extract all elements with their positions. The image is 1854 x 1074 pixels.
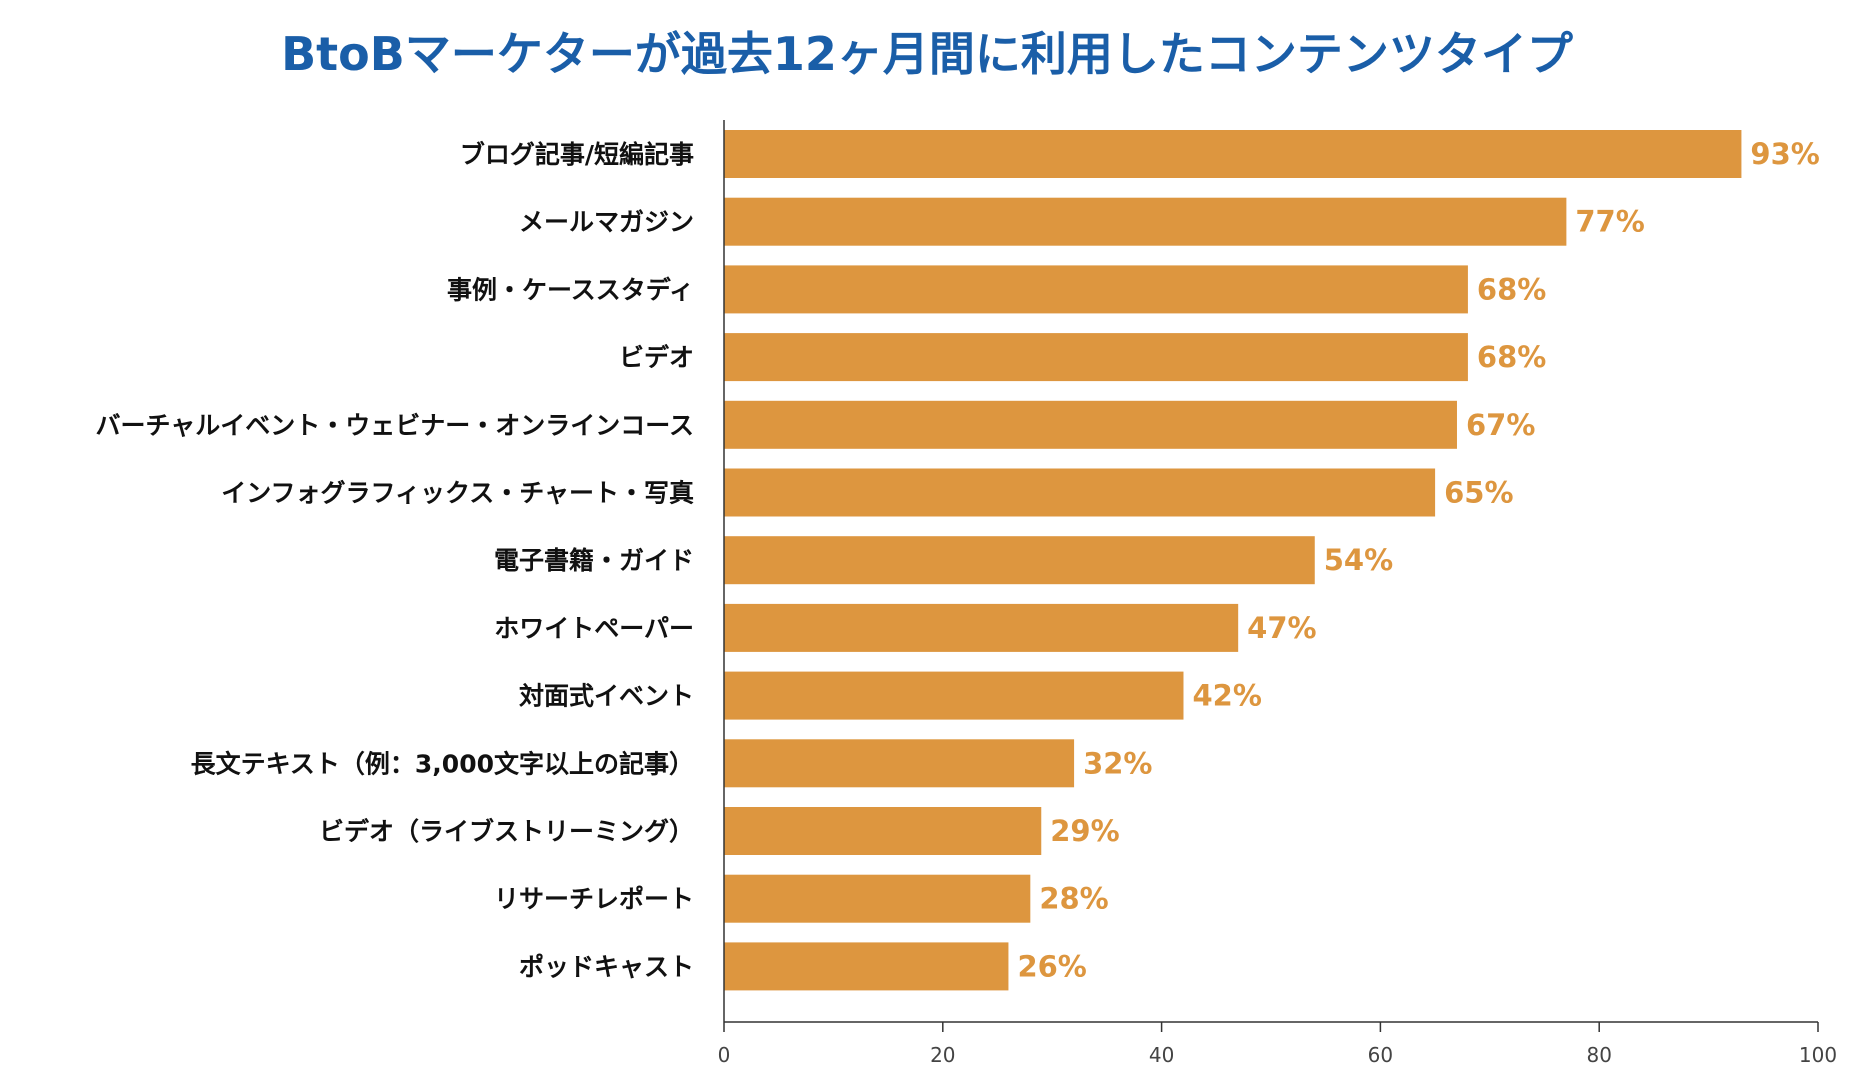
value-label: 54% [1324,543,1393,577]
bar [724,739,1075,788]
value-label: 42% [1192,679,1261,713]
value-label: 93% [1750,137,1819,171]
category-label: ポッドキャスト [519,952,694,981]
bar [724,536,1315,585]
category-label: インフォグラフィックス・チャート・写真 [221,479,694,508]
value-label: 65% [1444,476,1513,510]
category-label: 長文テキスト（例：3,000文字以上の記事） [191,749,694,778]
category-label: メールマガジン [519,208,694,237]
bar [724,603,1239,652]
value-label: 68% [1477,272,1546,306]
category-label: バーチャルイベント・ウェビナー・オンラインコース [95,411,694,440]
x-tick-label: 60 [1368,1043,1393,1067]
bars-layer [724,130,1742,991]
bar [724,874,1031,923]
value-label: 28% [1039,882,1108,916]
x-tick-label: 40 [1149,1043,1174,1067]
bar [724,671,1184,720]
bar [724,400,1457,449]
x-tick-label: 80 [1586,1043,1611,1067]
x-tick-label: 0 [718,1043,731,1067]
category-label: ビデオ（ライブストリーミング） [319,817,694,846]
labels-layer: ブログ記事/短編記事 93% メールマガジン 77% 事例・ケーススタディ 68% ビデオ 6… [95,137,1819,983]
value-label: 29% [1050,814,1119,848]
bar [724,333,1468,382]
value-label: 32% [1083,746,1152,780]
category-label: 対面式イベント [519,682,694,711]
category-label: 事例・ケーススタディ [447,275,694,304]
chart-title: BtoBマーケターが過去12ヶ月間に利用したコンテンツタイプ [281,27,1573,81]
axis-layer: 0 20 40 60 80 100 [718,120,1837,1067]
value-label: 67% [1466,408,1535,442]
x-tick-label: 20 [930,1043,955,1067]
bar [724,130,1742,178]
value-label: 68% [1477,340,1546,374]
category-label: リサーチレポート [494,885,694,914]
bar [724,265,1468,314]
bar [724,468,1436,517]
value-label: 47% [1247,611,1316,645]
bar [724,197,1567,246]
category-label: ビデオ [619,343,694,372]
bar [724,942,1009,991]
bar [724,807,1042,855]
x-tick-label: 100 [1799,1043,1837,1067]
value-label: 77% [1575,205,1644,239]
category-label: 電子書籍・ガイド [494,546,694,575]
category-label: ブログ記事/短編記事 [460,140,694,169]
category-label: ホワイトペーパー [494,614,694,643]
value-label: 26% [1017,949,1086,983]
